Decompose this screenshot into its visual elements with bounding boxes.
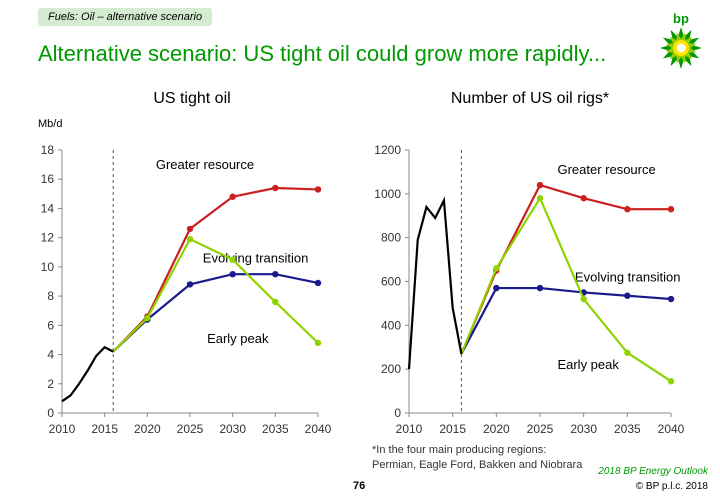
oil-rigs-point-early-peak [624,349,631,356]
tight-oil-y-tick-label: 18 [41,143,55,157]
tight-oil-y-tick-label: 0 [47,406,54,420]
oil-rigs-point-early-peak [493,265,500,272]
tight-oil-point-evolving-transition [272,270,279,278]
oil-rigs-point-early-peak [667,378,675,385]
tight-oil-label-early-peak: Early peak [207,331,269,346]
tight-oil-label-evolving-transition: Evolving transition [203,251,308,266]
tight-oil-label-greater-resource: Greater resource [156,157,254,172]
oil-rigs-x-tick-label: 2035 [614,422,641,436]
oil-rigs-y-tick-label: 600 [381,275,401,289]
footnote-line2: Permian, Eagle Ford, Bakken and Niobrara [372,459,583,471]
page-number: 76 [353,480,366,492]
tight-oil-x-tick-label: 2035 [262,422,289,436]
tight-oil-x-tick-label: 2040 [305,422,332,436]
oil-rigs-x-tick-label: 2030 [570,422,597,436]
oil-rigs-point-evolving-transition [624,292,631,299]
outlook-label: 2018 BP Energy Outlook [598,466,708,477]
oil-rigs-point-greater-resource [624,205,631,213]
oil-rigs-label-evolving-transition: Evolving transition [575,270,681,285]
oil-rigs-x-tick-label: 2020 [483,422,510,436]
tight-oil-point-greater-resource [186,225,194,233]
oil-rigs-series-history [407,196,463,370]
oil-rigs-label-greater-resource: Greater resource [557,162,655,177]
tight-oil-point-greater-resource [314,186,322,193]
tight-oil-point-early-peak [272,298,279,306]
y-axis-unit: Mb/d [38,118,63,130]
tight-oil-point-early-peak [144,314,151,322]
oil-rigs-x-tick-label: 2010 [396,422,423,436]
oil-rigs-point-greater-resource [667,205,675,213]
tight-oil-series-early-peak [112,237,319,353]
tight-oil-point-greater-resource [229,193,236,200]
oil-rigs-y-tick-label: 800 [381,231,401,245]
oil-rigs-y-tick-label: 1200 [374,143,401,157]
tight-oil-y-tick-label: 6 [47,318,54,332]
tight-oil-y-tick-label: 10 [41,260,55,274]
tight-oil-y-tick-label: 14 [41,201,55,215]
tight-oil-y-tick-label: 12 [41,231,55,245]
tight-oil-point-early-peak [229,256,236,263]
oil-rigs-series-early-peak [460,195,672,383]
tight-oil-x-tick-label: 2020 [134,422,161,436]
copyright: © BP p.l.c. 2018 [635,481,708,492]
oil-rigs-point-evolving-transition [536,284,544,292]
page-title: Alternative scenario: US tight oil could… [38,41,607,66]
oil-rigs-y-tick-label: 400 [381,318,401,332]
oil-rigs-y-tick-label: 1000 [374,187,401,201]
tight-oil-y-tick-label: 8 [47,289,54,303]
tight-oil-series-history [61,345,114,403]
tight-oil-x-tick-label: 2030 [219,422,246,436]
oil-rigs-x-tick-label: 2025 [527,422,554,436]
tight-oil-point-early-peak [314,339,322,347]
tight-oil-point-early-peak [186,235,194,243]
oil-rigs-x-tick-label: 2015 [439,422,466,436]
tight-oil-point-evolving-transition [314,279,322,287]
oil-rigs-series-evolving-transition [460,286,672,355]
oil-rigs-point-evolving-transition [667,295,675,303]
bp-logo-text: bp [673,11,689,26]
footnote: *In the four main producing regions: Per… [372,443,582,473]
oil-rigs-point-early-peak [536,195,544,202]
bp-helios-icon: bp [660,11,702,69]
tight-oil-point-greater-resource [272,184,279,192]
oil-rigs-point-greater-resource [580,195,587,202]
footnote-line1: *In the four main producing regions: [372,444,547,456]
oil-rigs-y-tick-label: 0 [394,406,401,420]
oil-rigs-y-tick-label: 200 [381,362,401,376]
tight-oil-x-tick-label: 2015 [91,422,118,436]
bp-logo: bp [651,8,711,70]
oil-rigs-point-greater-resource [536,181,544,189]
tight-oil-point-evolving-transition [229,270,236,278]
tight-oil-y-tick-label: 2 [47,377,54,391]
tight-oil-series-greater-resource [112,186,319,353]
tight-oil-x-tick-label: 2010 [49,422,76,436]
tight-oil-x-tick-label: 2025 [177,422,204,436]
chart-title-tight-oil: US tight oil [153,90,231,107]
chart-title-oil-rigs: Number of US oil rigs* [450,90,610,107]
tight-oil-y-tick-label: 16 [41,172,55,186]
oil-rigs-x-tick-label: 2040 [658,422,685,436]
tight-oil-point-evolving-transition [186,281,194,288]
section-tag: Fuels: Oil – alternative scenario [38,8,213,26]
oil-rigs-label-early-peak: Early peak [557,357,619,372]
oil-rigs-point-early-peak [580,295,587,303]
oil-rigs-point-evolving-transition [493,284,500,292]
tight-oil-y-tick-label: 4 [47,348,54,362]
